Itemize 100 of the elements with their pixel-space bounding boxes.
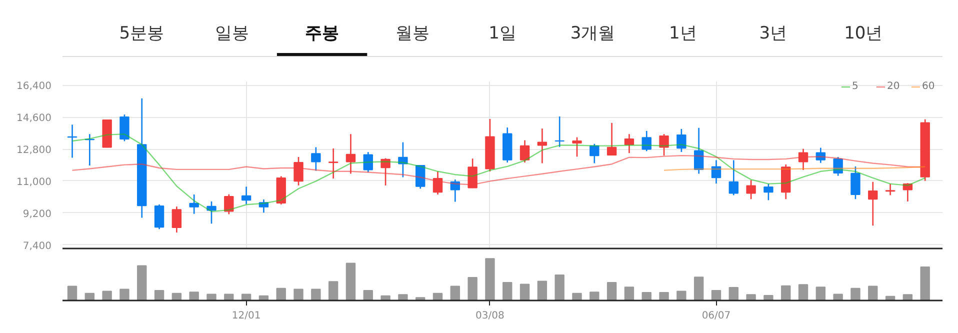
- candlestick: [432, 170, 443, 196]
- bar: [572, 292, 582, 300]
- bar: [920, 266, 930, 300]
- candlestick: [624, 133, 634, 154]
- candlestick: [606, 122, 617, 156]
- candlestick: [798, 148, 808, 171]
- bar: [728, 287, 738, 300]
- candlestick: [816, 147, 826, 164]
- bar: [781, 285, 791, 300]
- x-tick-label: 06/07: [702, 310, 731, 322]
- candlestick: [728, 160, 738, 196]
- bar: [380, 295, 390, 300]
- candlestick: [572, 136, 582, 158]
- bar: [206, 294, 216, 300]
- y-tick-label: 7,400: [22, 240, 52, 252]
- bar: [659, 292, 669, 300]
- category-label: 일봉: [214, 24, 249, 44]
- bar: [189, 292, 199, 300]
- bar: [67, 286, 78, 300]
- candlestick: [850, 166, 860, 200]
- candlestick: [120, 114, 130, 142]
- legend-label: 20: [887, 81, 901, 92]
- bar: [102, 290, 112, 300]
- bar: [224, 294, 234, 300]
- candlestick: [172, 206, 182, 234]
- candlestick: [711, 160, 722, 184]
- candlestick: [241, 186, 252, 205]
- candlestick: [520, 140, 530, 164]
- y-tick-label: 16,400: [16, 81, 52, 92]
- candlestick: [676, 128, 686, 153]
- category-label: 3년: [759, 24, 788, 44]
- bar: [606, 282, 617, 300]
- bar: [624, 286, 634, 300]
- bar: [398, 294, 408, 300]
- bar: [432, 292, 443, 300]
- bar: [798, 284, 808, 300]
- bar: [764, 294, 774, 300]
- bar: [84, 292, 95, 300]
- bar: [816, 286, 826, 300]
- bar: [485, 258, 495, 300]
- candlestick: [67, 124, 78, 158]
- candlestick: [659, 133, 669, 156]
- bar: [346, 262, 356, 300]
- category-label: 3개월: [570, 24, 616, 44]
- bar: [328, 281, 338, 300]
- bar: [363, 290, 373, 300]
- bar: [902, 294, 913, 300]
- x-tick-label: 03/08: [476, 310, 504, 322]
- y-tick-label: 14,600: [16, 113, 52, 124]
- y-tick-label: 12,800: [16, 145, 52, 156]
- bar: [137, 265, 147, 300]
- candlestick: [189, 194, 199, 215]
- bar: [468, 277, 478, 300]
- candlestick: [902, 182, 913, 202]
- bar: [554, 274, 564, 300]
- legend-label: 60: [922, 81, 936, 92]
- bar: [241, 294, 252, 300]
- candlestick: [868, 181, 878, 226]
- candlestick: [154, 204, 164, 230]
- category-label: 월봉: [395, 24, 430, 44]
- candlestick: [294, 156, 304, 186]
- candlestick: [694, 127, 704, 174]
- candlestick: [450, 178, 460, 202]
- candlestick: [224, 194, 234, 215]
- bar: [172, 292, 182, 300]
- category-label: 주봉: [305, 24, 340, 44]
- candlestick: [346, 133, 356, 174]
- x-tick-label: 12/01: [232, 310, 261, 322]
- y-tick-label: 9,200: [22, 208, 52, 220]
- bar: [120, 288, 130, 300]
- bar: [676, 290, 686, 300]
- bar: [850, 288, 860, 300]
- legend-label: 5: [852, 81, 860, 92]
- category-label: 1일: [488, 24, 516, 44]
- candlestick: [206, 200, 216, 224]
- category-label: 10년: [844, 24, 883, 44]
- candlestick: [415, 164, 426, 190]
- candlestick: [258, 198, 269, 214]
- candlestick: [328, 148, 338, 180]
- bar: [276, 288, 286, 300]
- bar: [746, 294, 756, 300]
- candlestick: [885, 183, 896, 196]
- candlestick: [537, 128, 548, 164]
- candlestick: [468, 158, 478, 189]
- candlestick: [84, 133, 95, 166]
- candlestick: [380, 158, 390, 186]
- bar: [833, 294, 843, 300]
- bar: [502, 282, 512, 300]
- bar: [537, 280, 548, 300]
- bar: [311, 288, 321, 300]
- candlestick: [833, 156, 843, 176]
- bar: [520, 284, 530, 300]
- bar: [642, 292, 652, 300]
- candlestick: [642, 130, 652, 152]
- candlestick: [363, 151, 373, 173]
- bar: [450, 286, 460, 300]
- bar: [711, 290, 722, 300]
- candlestick: [764, 183, 774, 201]
- candlestick: [746, 179, 756, 200]
- y-tick-label: 11,000: [16, 176, 52, 188]
